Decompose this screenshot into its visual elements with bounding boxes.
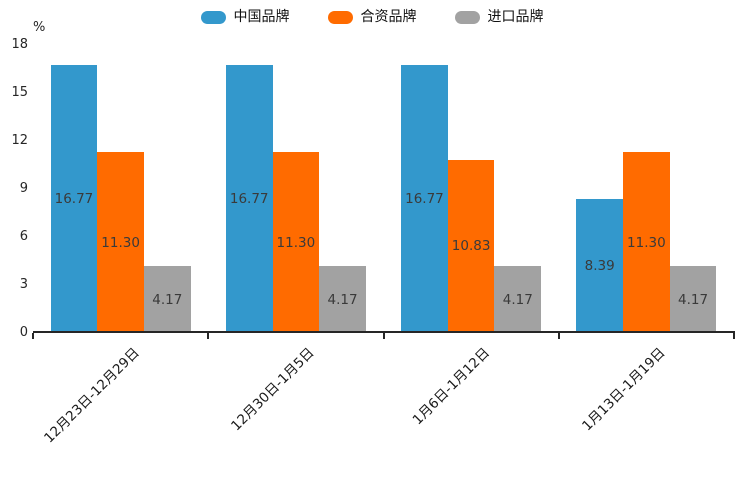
x-tick-label-3: 1月6日-1月12日 xyxy=(409,344,494,429)
x-tick-mark xyxy=(382,333,385,339)
legend-item-1: 中国品牌 xyxy=(200,9,290,25)
bar-value-label: 4.17 xyxy=(678,291,709,308)
x-tick-label-1: 12月23日-12月29日 xyxy=(41,344,143,447)
bar-value-label: 8.39 xyxy=(584,257,615,274)
legend-label: 中国品牌 xyxy=(233,9,290,25)
bar-中国品牌-4: 8.39 xyxy=(576,198,624,333)
legend-item-2: 合资品牌 xyxy=(327,9,417,25)
legend-label: 进口品牌 xyxy=(487,9,544,25)
y-tick-label: 18 xyxy=(11,37,28,52)
bar-value-label: 4.17 xyxy=(327,291,358,308)
y-tick-label: 15 xyxy=(11,85,28,100)
x-tick-mark xyxy=(733,333,735,339)
x-tick-mark xyxy=(207,333,210,339)
bar-进口品牌-2: 4.17 xyxy=(319,266,366,333)
bar-中国品牌-1: 16.77 xyxy=(50,64,98,333)
bar-value-label: 11.30 xyxy=(276,234,316,251)
bar-value-label: 4.17 xyxy=(502,291,533,308)
bar-value-label: 16.77 xyxy=(229,190,269,207)
bar-进口品牌-1: 4.17 xyxy=(143,266,191,333)
bar-value-label: 16.77 xyxy=(405,190,444,207)
bar-进口品牌-4: 4.17 xyxy=(669,266,717,333)
y-tick-label: 6 xyxy=(19,229,28,244)
legend-item-3: 进口品牌 xyxy=(454,9,544,25)
bar-group-4: 8.39 11.30 4.17 xyxy=(559,45,734,333)
bar-value-label: 4.17 xyxy=(152,291,183,308)
legend-swatch-icon xyxy=(327,10,353,24)
bar-value-label: 16.77 xyxy=(54,190,94,207)
x-axis-line xyxy=(33,331,735,333)
x-tick-label-2: 12月30日-1月5日 xyxy=(228,344,319,435)
y-axis-unit-label: % xyxy=(33,20,46,35)
legend-label: 合资品牌 xyxy=(360,9,417,25)
legend-swatch-icon xyxy=(454,10,480,24)
bar-进口品牌-3: 4.17 xyxy=(494,266,542,333)
bar-value-label: 11.30 xyxy=(101,234,140,251)
bar-group-1: 16.77 11.30 4.17 xyxy=(33,45,208,333)
legend-swatch-icon xyxy=(200,10,226,24)
chart-legend: 中国品牌 合资品牌 进口品牌 xyxy=(0,8,744,26)
bar-中国品牌-3: 16.77 xyxy=(401,64,448,333)
plot-area: 16.77 11.30 4.17 16.77 11.30 4.17 16.77 10.83 4.… xyxy=(33,45,734,333)
x-tick-mark xyxy=(32,333,34,339)
bar-合资品牌-2: 11.30 xyxy=(272,152,320,333)
bar-合资品牌-1: 11.30 xyxy=(97,152,144,333)
bar-合资品牌-4: 11.30 xyxy=(623,152,670,333)
x-tick-mark xyxy=(557,333,560,339)
y-tick-label: 3 xyxy=(19,277,28,292)
bar-合资品牌-3: 10.83 xyxy=(447,159,495,333)
bar-group-3: 16.77 10.83 4.17 xyxy=(384,45,559,333)
bar-value-label: 10.83 xyxy=(451,238,491,255)
bar-group-2: 16.77 11.30 4.17 xyxy=(208,45,383,333)
y-tick-label: 9 xyxy=(19,181,28,196)
x-tick-label-4: 1月13日-1月19日 xyxy=(579,344,669,435)
bar-中国品牌-2: 16.77 xyxy=(225,64,273,333)
bar-value-label: 11.30 xyxy=(627,234,666,251)
y-tick-label: 12 xyxy=(11,133,28,148)
y-tick-label: 0 xyxy=(19,325,28,340)
